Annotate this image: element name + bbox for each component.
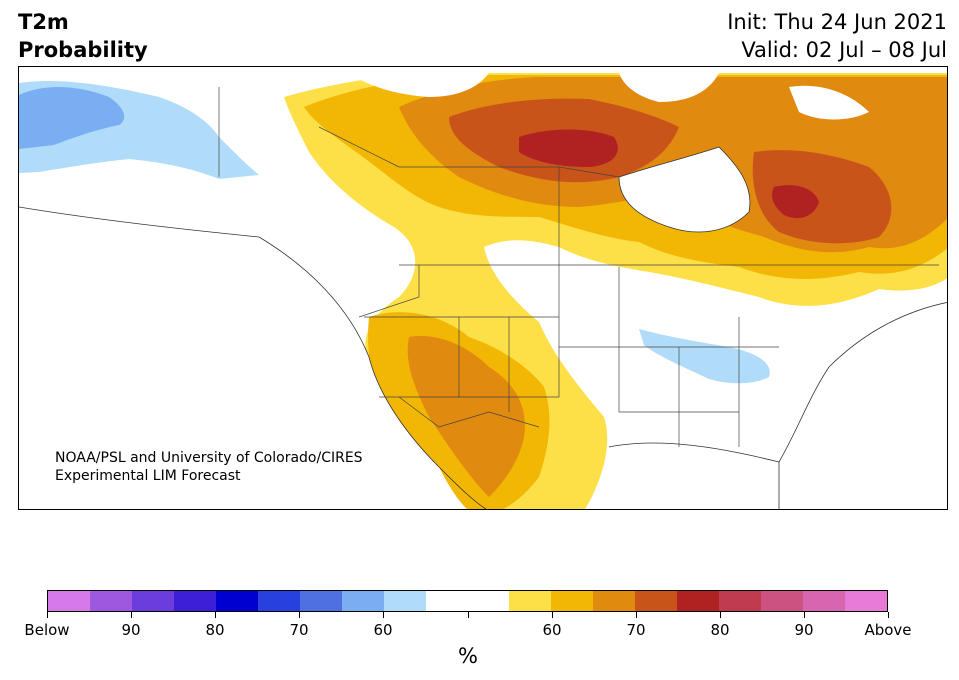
colorbar-tick [804, 612, 805, 618]
colorbar-cell [257, 591, 300, 611]
colorbar-tick-label: 90 [794, 621, 814, 639]
colorbar-tick-label: Below [24, 621, 70, 639]
colorbar-cell [803, 591, 846, 611]
colorbar-ticks [47, 612, 889, 618]
colorbar-cell [635, 591, 678, 611]
colorbar-unit: % [458, 644, 478, 668]
colorbar-tick-label: 90 [121, 621, 141, 639]
gulf-of-mexico [609, 442, 779, 509]
below-70-region-alaska [19, 86, 125, 149]
credit-text: NOAA/PSL and University of Colorado/CIRE… [55, 449, 363, 485]
variable-label: T2m [18, 10, 69, 34]
political-borders [218, 87, 939, 447]
colorbar-cell [215, 591, 258, 611]
colorbar-cell [467, 591, 510, 611]
colorbar-tick-label: 60 [373, 621, 393, 639]
colorbar-cell [131, 591, 174, 611]
above-90-region [519, 129, 819, 219]
colorbar-tick [131, 612, 132, 618]
credit-line-2: Experimental LIM Forecast [55, 468, 241, 484]
colorbar-tick [720, 612, 721, 618]
colorbar-tick-label: 70 [289, 621, 309, 639]
colorbar-tick [383, 612, 384, 618]
colorbar-cell [719, 591, 762, 611]
subtitle-label: Probability [18, 38, 148, 62]
colorbar-cell [89, 591, 132, 611]
colorbar-cell [845, 591, 888, 611]
arctic-waters [349, 73, 869, 120]
colorbar-tick-label: 80 [205, 621, 225, 639]
colorbar-tick [636, 612, 637, 618]
colorbar-cell [593, 591, 636, 611]
colorbar-cell [299, 591, 342, 611]
map-panel [18, 66, 948, 510]
colorbar-tick-label: 80 [710, 621, 730, 639]
credit-line-1: NOAA/PSL and University of Colorado/CIRE… [55, 450, 363, 466]
colorbar-cell [48, 591, 90, 611]
valid-range: Valid: 02 Jul – 08 Jul [741, 38, 947, 62]
hudson-bay [619, 147, 750, 232]
forecast-map [19, 73, 947, 509]
below-60-region-east [639, 329, 770, 384]
colorbar-cell [509, 591, 552, 611]
colorbar-tick-label: Above [864, 621, 912, 639]
colorbar-tick [47, 612, 48, 618]
coastlines [19, 146, 947, 509]
colorbar-tick [299, 612, 300, 618]
map-title: T2m Probability [18, 8, 148, 64]
init-date: Init: Thu 24 Jun 2021 [727, 10, 947, 34]
colorbar-cell [425, 591, 468, 611]
colorbar-cell [173, 591, 216, 611]
colorbar-tick [552, 612, 553, 618]
colorbar-cell [551, 591, 594, 611]
pacific-ocean [19, 207, 467, 509]
colorbar-cell [677, 591, 720, 611]
great-lakes [629, 279, 729, 310]
colorbar-tick [888, 612, 889, 618]
colorbar-cell [761, 591, 804, 611]
colorbar [47, 590, 888, 612]
colorbar-tick [215, 612, 216, 618]
colorbar-cell [383, 591, 426, 611]
colorbar-tick [468, 612, 469, 618]
colorbar-tick-label: 70 [626, 621, 646, 639]
colorbar-cell [341, 591, 384, 611]
colorbar-tick-label: 60 [542, 621, 562, 639]
date-info: Init: Thu 24 Jun 2021 Valid: 02 Jul – 08… [727, 8, 947, 64]
